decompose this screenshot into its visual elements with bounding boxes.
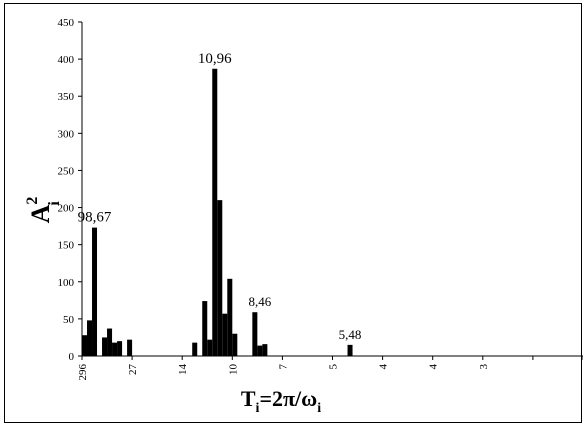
bar xyxy=(252,312,258,356)
y-tick-label: 350 xyxy=(58,91,75,103)
x-tick-label: 4 xyxy=(378,364,390,370)
x-axis-label-sub2: i xyxy=(317,401,321,416)
bar xyxy=(107,328,113,356)
bar xyxy=(102,337,108,356)
x-tick-label: 296 xyxy=(77,364,89,381)
data-label: 10,96 xyxy=(198,51,232,67)
bar xyxy=(262,344,268,356)
x-axis-label-sub1: i xyxy=(256,401,260,416)
bar xyxy=(87,320,93,356)
y-tick-label: 50 xyxy=(63,314,75,326)
bar xyxy=(192,342,198,356)
data-label: 8,46 xyxy=(248,294,271,309)
bar xyxy=(117,341,123,356)
x-tick-label: 7 xyxy=(277,364,289,370)
bar-chart: 0 50 100 150 200 250 300 350 400 450 296 27 14 10 7 5 4… xyxy=(24,17,583,416)
y-axis-label-base: A xyxy=(26,204,55,223)
bars-group xyxy=(82,68,353,356)
bar xyxy=(232,333,238,356)
bar xyxy=(217,200,223,356)
bar xyxy=(127,339,133,356)
x-tick-label: 10 xyxy=(227,364,239,376)
chart-frame: 0 50 100 150 200 250 300 350 400 450 296 27 14 10 7 5 4… xyxy=(4,3,583,423)
y-axis-label-sub: i xyxy=(46,201,63,206)
y-axis-label-sup: 2 xyxy=(24,197,41,205)
bar xyxy=(112,342,118,356)
x-tick-label: 5 xyxy=(328,364,340,370)
y-tick-label: 450 xyxy=(58,17,75,29)
y-tick-label: 300 xyxy=(58,128,75,140)
y-tick-label: 250 xyxy=(58,165,75,177)
x-axis-label-t: T xyxy=(241,386,256,411)
bar xyxy=(347,344,353,356)
x-axis-label: Ti=2π/ωi xyxy=(241,386,321,416)
y-tick-label: 100 xyxy=(58,277,75,289)
data-label: 5,48 xyxy=(339,327,362,342)
x-axis-label-rest: =2π/ω xyxy=(259,386,317,411)
y-tick-label: 400 xyxy=(58,54,75,66)
y-axis-label: A2 i xyxy=(24,197,63,224)
bar xyxy=(227,278,233,356)
x-ticks-group: 296 27 14 10 7 5 4 4 3 xyxy=(77,356,583,381)
bar xyxy=(207,339,213,356)
x-tick-label: 14 xyxy=(177,364,189,376)
y-tick-label: 150 xyxy=(58,240,75,252)
x-tick-label: 4 xyxy=(428,364,440,370)
bar xyxy=(222,313,228,356)
x-tick-label: 27 xyxy=(127,364,139,376)
annotations-group: 98,67 10,96 8,46 5,48 xyxy=(78,51,362,342)
bar xyxy=(257,345,263,356)
axes-group xyxy=(81,22,583,357)
data-label: 98,67 xyxy=(78,210,112,226)
bar xyxy=(212,68,218,356)
bar xyxy=(202,301,208,356)
y-ticks-group: 0 50 100 150 200 250 300 350 400 450 xyxy=(58,17,82,363)
bar xyxy=(92,227,98,356)
y-tick-label: 0 xyxy=(69,351,75,363)
x-tick-label: 3 xyxy=(478,364,490,370)
bar xyxy=(82,335,88,356)
y-tick-label: 200 xyxy=(58,203,75,215)
